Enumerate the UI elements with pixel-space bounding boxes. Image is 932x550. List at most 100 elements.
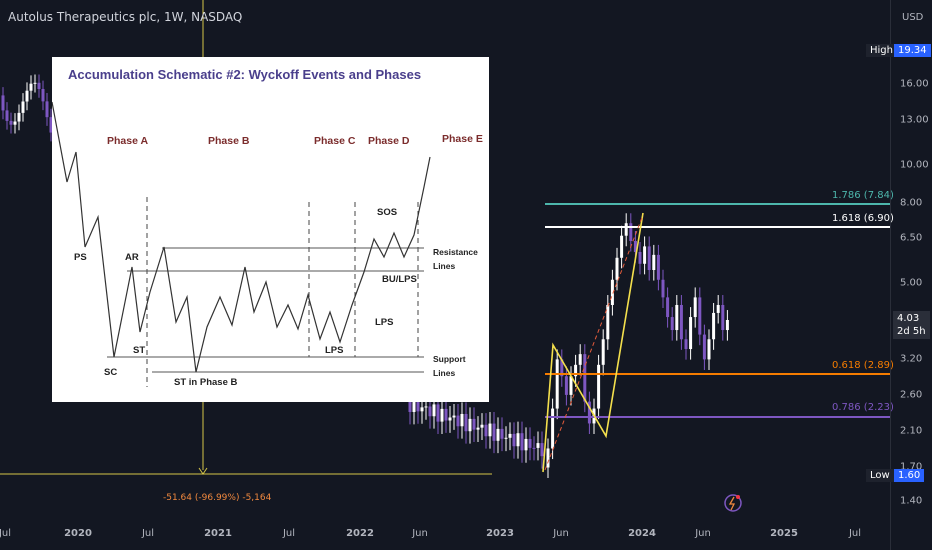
candle-body: [532, 447, 536, 449]
candle-body: [597, 364, 601, 409]
phase-label-1: Phase B: [208, 135, 250, 147]
time-tick-6: Jun: [412, 528, 428, 539]
candle-body: [624, 223, 628, 236]
phase-label-4: Phase E: [442, 133, 483, 145]
phase-label-2: Phase C: [314, 135, 356, 147]
candle-body: [516, 433, 520, 447]
price-tick-1: 13.00: [900, 114, 929, 126]
candle-body: [420, 407, 424, 412]
candle-body: [508, 433, 512, 438]
candle-body: [638, 251, 642, 264]
candle-body: [1, 95, 5, 111]
candle-body: [629, 223, 633, 241]
candle-body: [480, 424, 484, 428]
candle-body: [666, 297, 670, 318]
time-tick-3: 2021: [204, 528, 232, 539]
price-tick-2: 10.00: [900, 159, 929, 171]
candle-body: [569, 376, 573, 395]
candle-body: [610, 279, 614, 305]
candle-body: [670, 317, 674, 331]
candle-body: [432, 404, 436, 417]
candle-body: [41, 89, 45, 102]
candle-body: [601, 339, 605, 365]
price-tick-5: 5.00: [900, 277, 923, 289]
candle-body: [37, 82, 41, 90]
candle-body: [583, 354, 587, 402]
event-label-1: AR: [125, 252, 139, 263]
time-tick-9: 2024: [628, 528, 656, 539]
line-label-3: Lines: [433, 368, 456, 378]
current-price: 4.03: [897, 313, 920, 324]
time-tick-11: 2025: [770, 528, 798, 539]
fib-label-2: 0.618 (2.89): [832, 360, 894, 371]
candle-body: [17, 112, 21, 122]
high-value: 19.34: [894, 44, 931, 57]
event-label-6: LPS: [375, 317, 394, 328]
candle-body: [560, 359, 564, 377]
price-tick-4: 6.50: [900, 232, 923, 244]
candle-body: [436, 404, 440, 422]
candle-body: [633, 240, 637, 252]
candle-body: [452, 415, 456, 418]
candle-body: [21, 101, 25, 113]
candle-body: [440, 408, 444, 422]
candle-body: [45, 101, 49, 118]
candle-body: [500, 428, 504, 439]
candle-body: [524, 438, 528, 451]
event-label-2: SC: [104, 367, 118, 378]
lightning-icon: [724, 494, 742, 512]
candle-body: [13, 121, 17, 125]
measure-label: -51.64 (-96.99%) -5,164: [163, 493, 272, 503]
candle-body: [707, 339, 711, 360]
time-tick-1: 2020: [64, 528, 92, 539]
candle-body: [492, 423, 496, 441]
candle-body: [675, 304, 679, 331]
dashed-trend-line: [544, 214, 644, 471]
candle-body: [488, 423, 492, 437]
line-label-0: Resistance: [433, 247, 478, 257]
candle-body: [555, 359, 559, 409]
candle-body: [679, 304, 683, 340]
event-label-0: PS: [74, 252, 87, 263]
candle-body: [689, 317, 693, 350]
candles-group: [1, 74, 729, 479]
candle-body: [684, 339, 688, 350]
candle-body: [428, 406, 432, 417]
event-label-8: BU/LPS: [382, 274, 417, 285]
low-value: 1.60: [894, 469, 925, 482]
candle-body: [540, 443, 544, 457]
candle-body: [716, 304, 720, 313]
candle-body: [412, 398, 416, 412]
candle-body: [33, 82, 37, 84]
price-axis[interactable]: [890, 0, 932, 550]
candle-body: [25, 90, 29, 102]
event-label-7: SOS: [377, 207, 398, 218]
candle-body: [546, 448, 550, 468]
phase-label-0: Phase A: [107, 135, 149, 147]
current-price-tag: 4.03 2d 5h: [893, 311, 930, 339]
candle-body: [448, 417, 452, 421]
candle-body: [698, 297, 702, 335]
candle-body: [615, 257, 619, 280]
candle-body: [606, 304, 610, 340]
time-tick-5: 2022: [346, 528, 374, 539]
candle-body: [643, 246, 647, 264]
candle-body: [702, 334, 706, 360]
candle-body: [29, 83, 33, 91]
price-tick-8: 2.60: [900, 389, 923, 401]
fib-label-0: 1.786 (7.84): [832, 190, 894, 201]
candle-body: [504, 437, 508, 439]
candle-body: [408, 394, 412, 412]
candle-body: [520, 433, 524, 451]
candle-body: [536, 443, 540, 448]
event-label-5: LPS: [325, 345, 344, 356]
candle-body: [496, 428, 500, 441]
price-tick-9: 2.10: [900, 425, 923, 437]
time-tick-8: Jun: [553, 528, 569, 539]
high-label: High: [866, 44, 897, 57]
currency-label: USD: [902, 12, 924, 23]
candle-body: [652, 254, 656, 270]
candle-body: [512, 433, 516, 447]
candle-body: [647, 246, 651, 270]
